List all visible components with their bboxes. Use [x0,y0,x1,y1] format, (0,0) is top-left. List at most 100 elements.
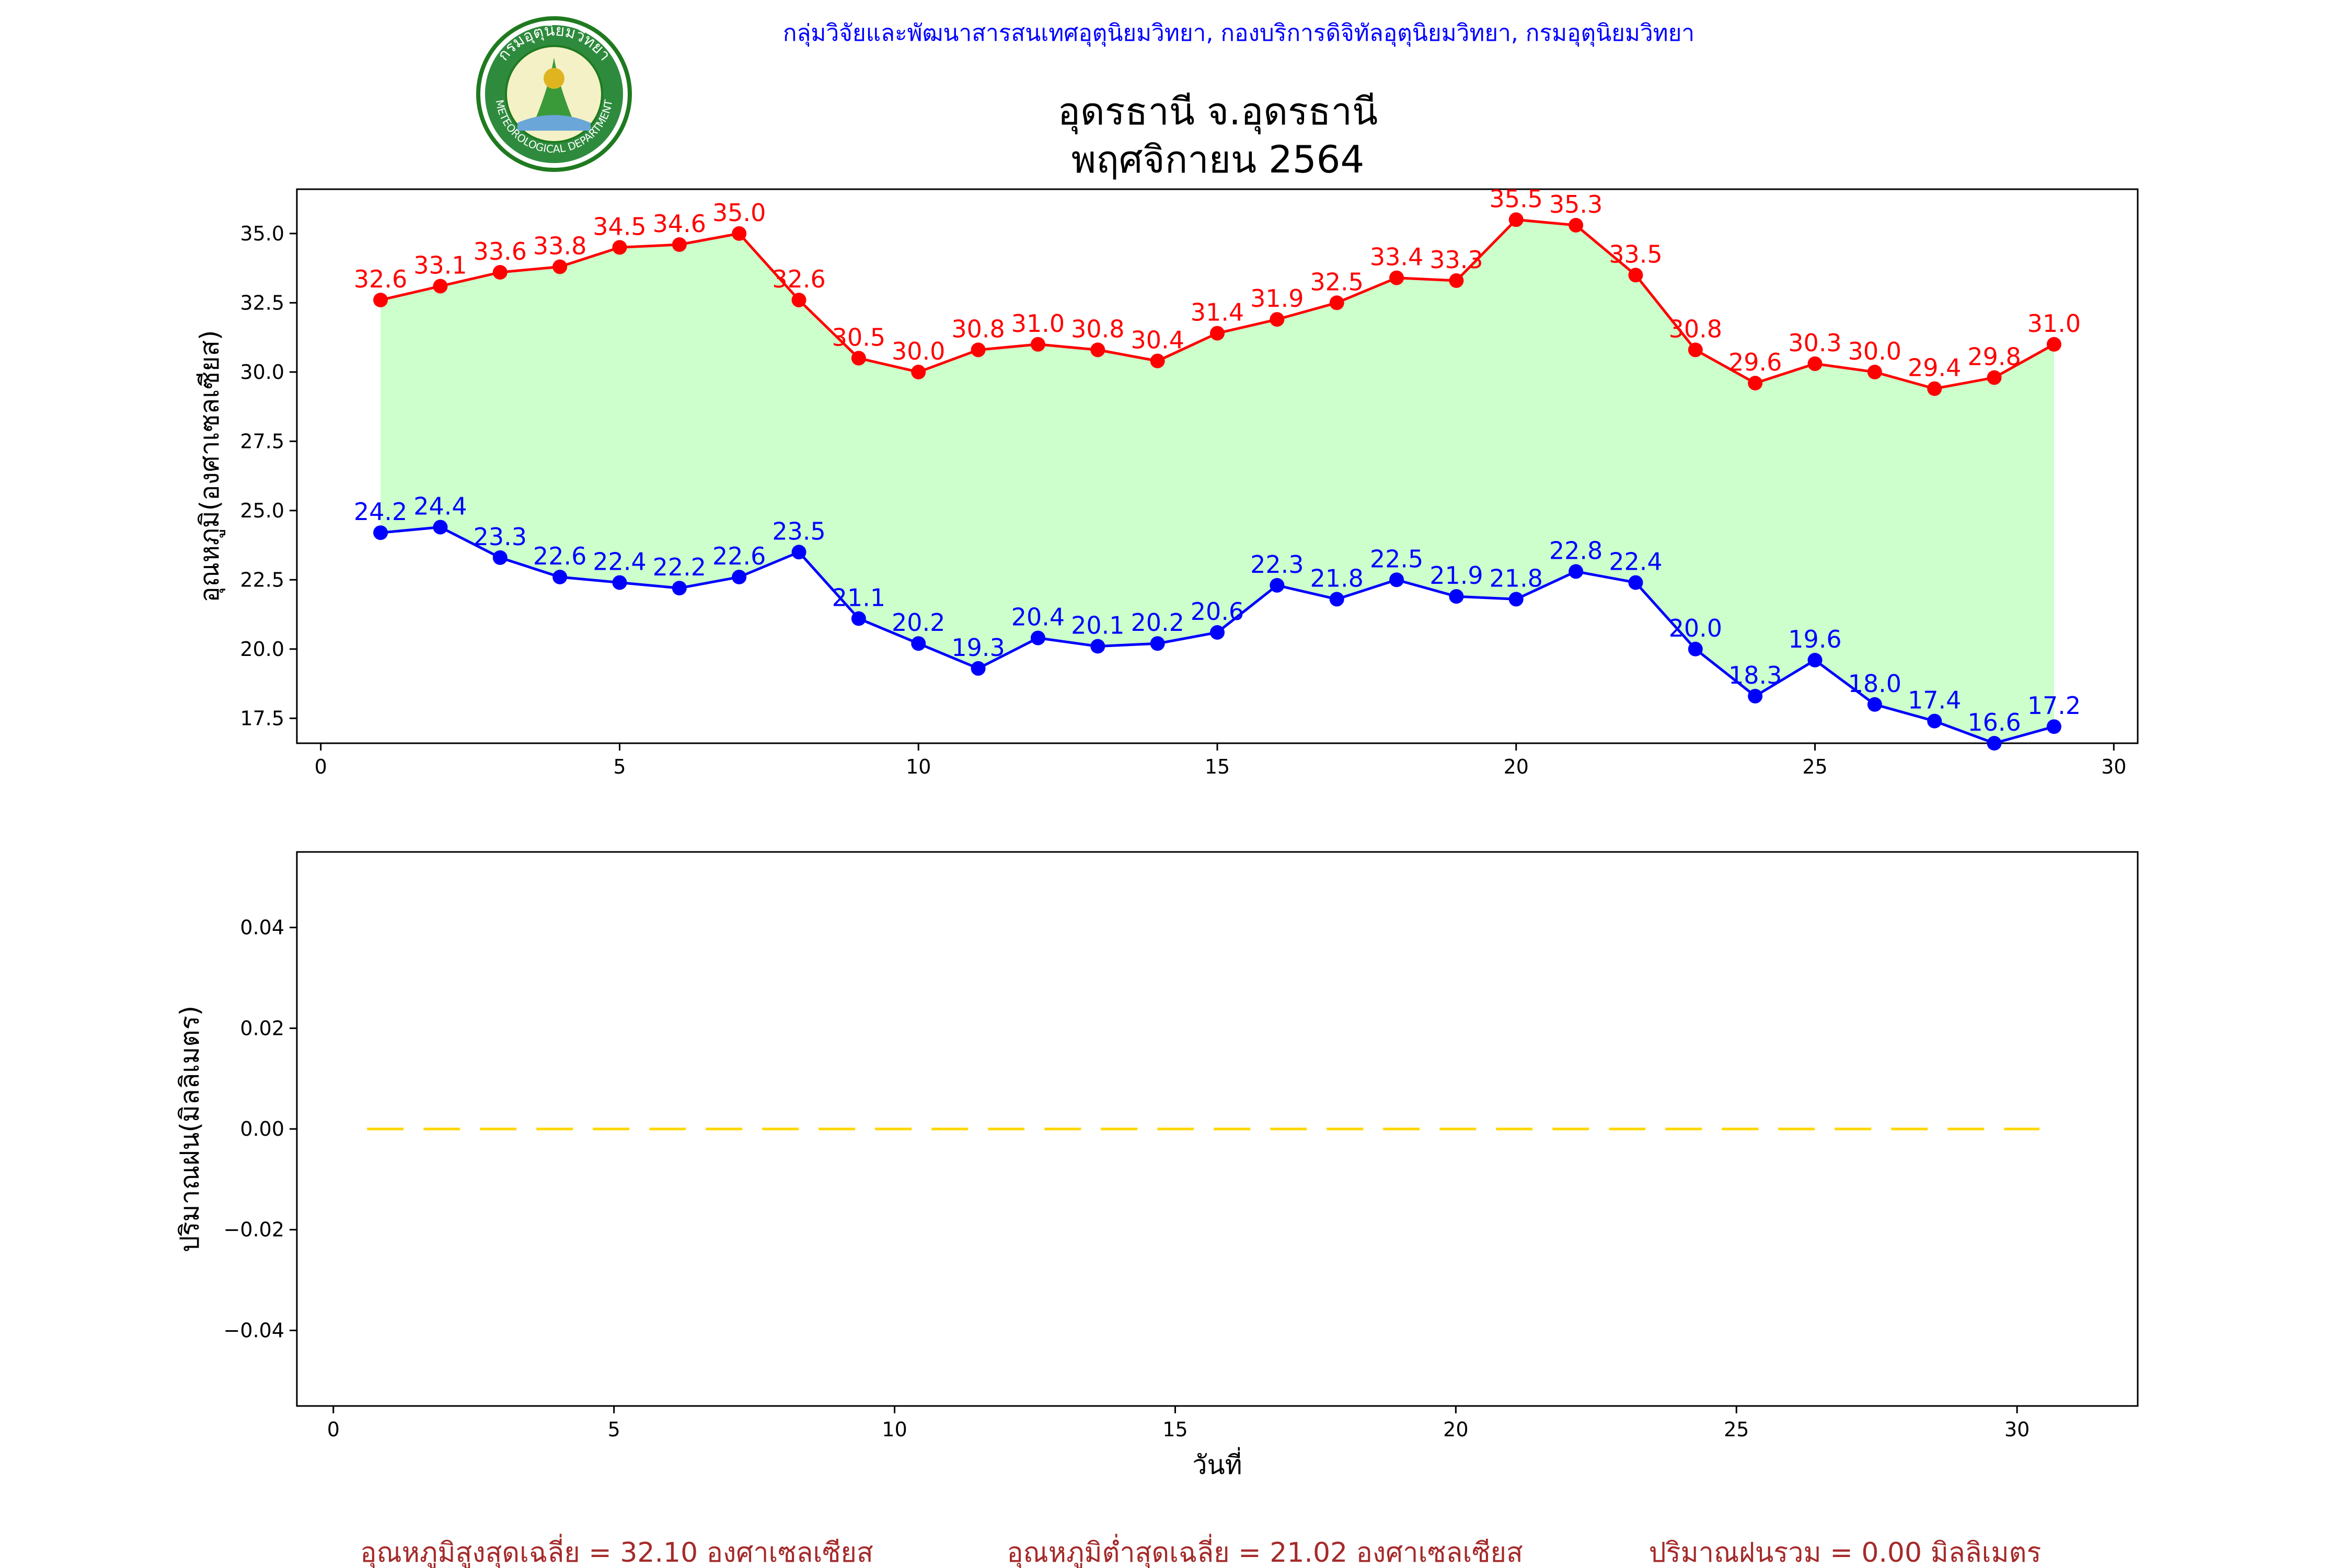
max-temp-data-label: 32.6 [354,265,407,293]
min-temp-point [1030,630,1045,645]
min-temp-point [1628,575,1643,590]
rain-x-tick-label: 0 [327,1418,340,1441]
min-temp-data-label: 22.6 [533,542,586,570]
max-temp-data-label: 33.8 [533,232,586,260]
max-temp-data-label: 31.0 [1011,309,1065,338]
rain-x-axis-label: วันที่ [1192,1447,1242,1480]
max-temp-data-label: 29.6 [1728,348,1782,376]
max-temp-point [373,293,388,307]
max-temp-data-label: 34.5 [593,212,646,240]
max-temp-data-label: 32.5 [1310,268,1363,296]
temp-x-tick-label: 30 [2101,755,2126,778]
min-temp-point [2046,719,2061,734]
min-temp-point [851,611,866,626]
max-temp-data-label: 30.8 [1071,315,1124,343]
min-temp-point [791,545,806,560]
temp-x-tick-label: 15 [1205,755,1230,778]
max-temp-point [1508,212,1524,227]
max-temp-data-label: 35.3 [1549,190,1602,218]
min-temp-point [971,661,986,676]
max-temp-point [492,265,508,280]
min-temp-point [1210,625,1225,640]
min-temp-point [1449,589,1464,604]
max-temp-point [2046,337,2061,352]
max-temp-data-label: 29.8 [1967,342,2021,371]
max-temp-data-label: 33.4 [1370,243,1423,271]
temp-x-tick-label: 10 [906,755,931,778]
max-temp-point [1090,342,1105,358]
min-temp-data-label: 22.5 [1370,545,1423,573]
rain-x-tick-label: 5 [608,1418,620,1441]
org-header-text: กลุ่มวิจัยและพัฒนาสารสนเทศอุตุนิยมวิทยา,… [783,20,1694,47]
temperature-panel: 0 5 10 15 20 25 30 17.5 20.0 22.5 25.0 27.5 30.0 32.5… [194,185,2139,778]
min-temp-point [1688,641,1703,656]
rain-y-tick-label: 0.04 [240,916,284,939]
max-temp-data-label: 30.0 [892,337,945,365]
max-temp-point [1807,356,1823,371]
min-temp-data-label: 21.8 [1490,564,1543,592]
min-temp-point [1748,688,1763,704]
max-temp-data-label: 31.9 [1250,284,1304,313]
min-temp-point [1508,592,1524,607]
min-temp-data-label: 20.6 [1191,597,1244,626]
max-temp-data-label: 30.8 [1669,315,1722,343]
rain-y-tick-label: −0.04 [224,1319,284,1342]
max-temp-point [1150,353,1165,368]
max-temp-data-label: 33.6 [474,237,527,266]
rain-y-tick-label: 0.00 [240,1117,284,1140]
max-temp-point [1688,342,1703,358]
rain-y-tick-label: 0.02 [240,1017,284,1040]
min-temp-data-label: 23.3 [474,523,527,551]
min-temp-data-label: 18.3 [1728,661,1782,689]
min-temp-point [1987,736,2002,751]
avg-max-temp-text: อุณหภูมิสูงสุดเฉลี่ย = 32.10 องศาเซลเซีย… [360,1534,873,1568]
min-temp-data-label: 16.6 [1967,708,2021,736]
rain-y-axis-label: ปริมาณฝน(มิลลิเมตร) [175,1006,205,1252]
rain-y-tick-label: −0.02 [224,1218,284,1241]
min-temp-point [911,636,926,651]
max-temp-data-label: 34.6 [653,210,706,238]
temp-y-tick-label: 25.0 [240,499,284,522]
max-temp-point [1389,270,1404,285]
max-temp-point [1628,268,1643,283]
min-temp-point [1090,639,1105,654]
min-temp-point [612,575,627,590]
max-temp-point [791,293,806,307]
avg-min-temp-text: อุณหภูมิต่ำสุดเฉลี่ย = 21.02 องศาเซลเซีย… [1007,1534,1523,1568]
min-temp-data-label: 24.2 [354,498,407,526]
rain-x-tick-label: 10 [882,1418,907,1441]
min-temp-point [433,520,448,535]
temp-x-tick-label: 25 [1802,755,1827,778]
min-temp-point [1150,636,1165,651]
rain-x-tick-label: 30 [2004,1418,2030,1441]
max-temp-point [1569,217,1584,233]
temp-y-tick-label: 35.0 [240,222,284,245]
max-temp-point [433,279,448,294]
min-temp-point [492,550,508,565]
temp-x-tick-label: 5 [613,755,626,778]
min-temp-data-label: 22.8 [1549,536,1602,564]
max-temp-data-label: 35.5 [1490,185,1543,213]
max-temp-data-label: 33.1 [413,251,467,280]
min-temp-data-label: 21.8 [1310,564,1363,592]
max-temp-point [1210,326,1225,341]
min-temp-point [1389,572,1404,587]
min-temp-data-label: 20.0 [1669,614,1722,642]
max-temp-data-label: 35.0 [712,199,766,227]
min-temp-point [1270,578,1285,593]
min-temp-data-label: 19.3 [951,633,1005,662]
temp-x-tick-label: 20 [1504,755,1529,778]
min-temp-data-label: 22.4 [1609,548,1662,576]
min-temp-point [1807,653,1823,667]
max-temp-data-label: 30.8 [951,315,1005,343]
min-temp-point [732,570,747,584]
max-temp-point [1927,381,1942,396]
max-temp-point [672,237,687,252]
rain-x-tick-label: 20 [1443,1418,1468,1441]
max-temp-point [612,240,627,255]
temp-y-axis-label: อุณหภูมิ(องศาเซลเซียส) [194,330,225,602]
max-temp-data-label: 31.0 [2027,309,2081,338]
min-temp-data-label: 24.4 [413,492,467,521]
max-temp-point [1987,370,2002,385]
